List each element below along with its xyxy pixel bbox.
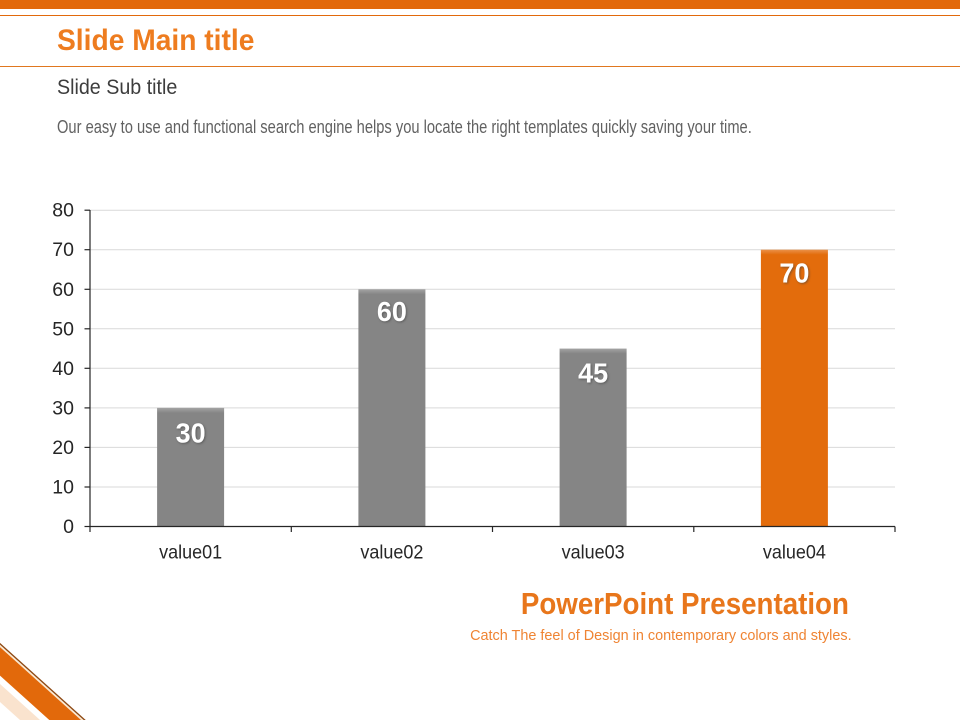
svg-text:30: 30: [52, 397, 74, 419]
svg-text:value03: value03: [562, 542, 625, 564]
svg-text:30: 30: [176, 417, 206, 448]
svg-text:value04: value04: [763, 542, 826, 564]
svg-text:0: 0: [63, 516, 74, 538]
svg-text:50: 50: [52, 318, 74, 340]
svg-text:70: 70: [52, 239, 74, 261]
svg-text:20: 20: [52, 437, 74, 459]
svg-text:value01: value01: [159, 542, 222, 564]
svg-text:60: 60: [377, 296, 407, 327]
svg-text:80: 80: [52, 200, 74, 222]
svg-text:10: 10: [52, 477, 74, 499]
svg-text:45: 45: [578, 358, 608, 389]
svg-text:70: 70: [779, 258, 809, 289]
svg-text:40: 40: [52, 358, 74, 380]
svg-text:60: 60: [52, 279, 74, 301]
svg-text:value02: value02: [360, 542, 423, 564]
